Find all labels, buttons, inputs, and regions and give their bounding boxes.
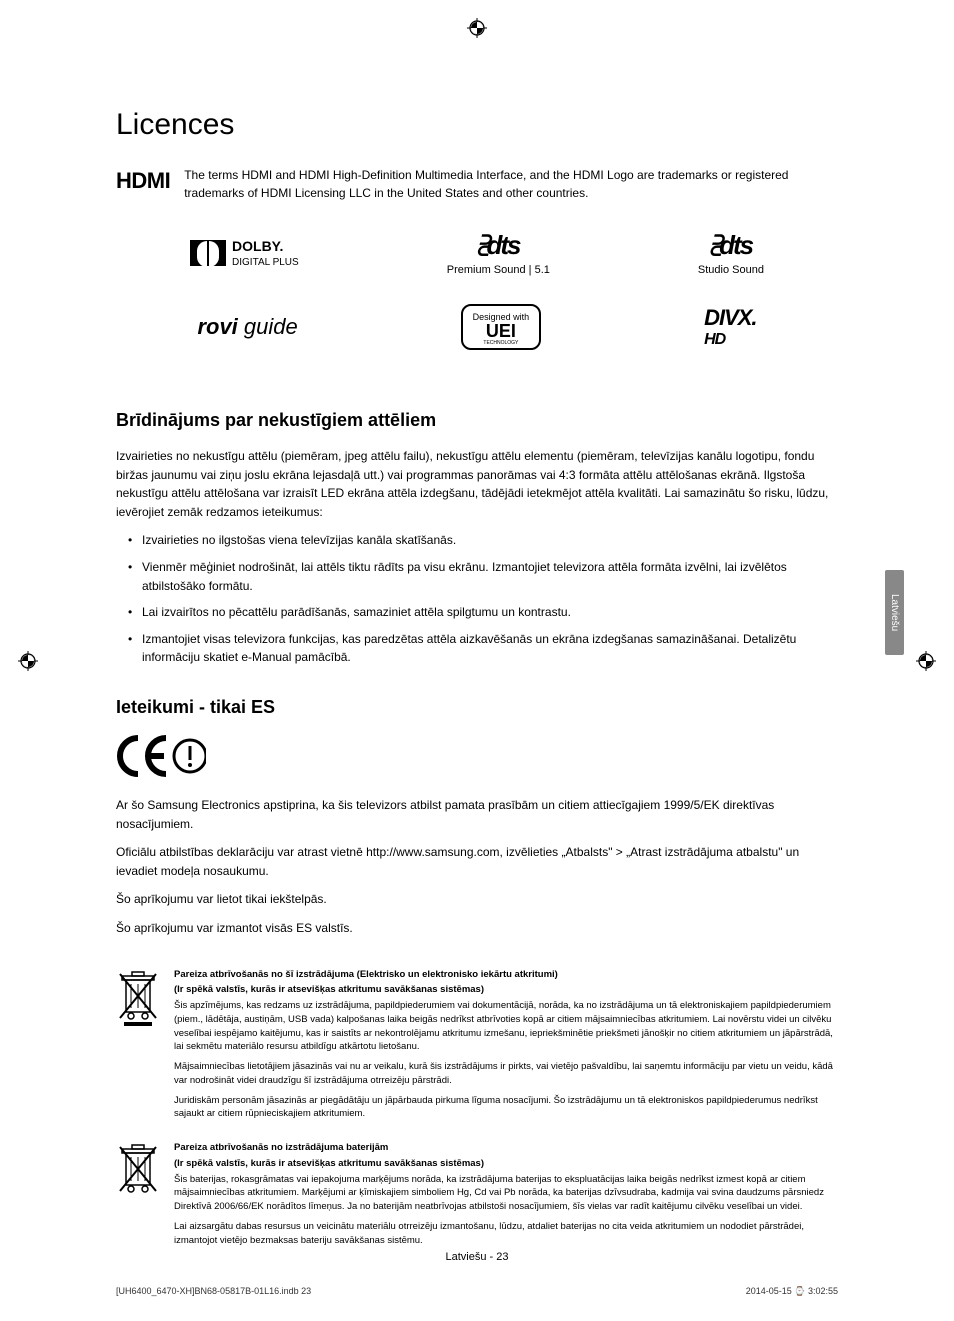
warning-heading: Brīdinājums par nekustīgiem attēliem <box>116 410 838 431</box>
print-job-name: [UH6400_6470-XH]BN68-05817B-01L16.indb 2… <box>116 1286 311 1297</box>
ce-mark-icon <box>116 734 838 778</box>
list-item: Vienmēr mēģiniet nodrošināt, lai attēls … <box>128 558 838 595</box>
registration-mark-icon <box>18 651 38 671</box>
disposal-paragraph: Lai aizsargātu dabas resursus un veicinā… <box>174 1220 838 1248</box>
hdmi-trademark-text: The terms HDMI and HDMI High-Definition … <box>184 166 838 202</box>
dolby-logo: DOLBY.DIGITAL PLUS <box>190 239 299 268</box>
page-number: Latviešu - 23 <box>0 1251 954 1263</box>
disposal-paragraph: Juridiskām personām jāsazinās ar piegādā… <box>174 1094 838 1122</box>
dts-studio-logo: ⫔dtsStudio Sound <box>698 230 764 276</box>
list-item: Izmantojiet visas televizora funkcijas, … <box>128 630 838 667</box>
page-title: Licences <box>116 108 838 142</box>
disposal-paragraph: Mājsaimniecības lietotājiem jāsazinās va… <box>174 1060 838 1088</box>
crossed-bin-icon <box>116 968 160 1033</box>
list-item: Lai izvairītos no pēcattēlu parādīšanās,… <box>128 603 838 622</box>
disposal-subtitle: (Ir spēkā valstīs, kurās ir atsevišķas a… <box>174 1157 838 1171</box>
disposal-weee-block: Pareiza atbrīvošanās no šī izstrādājuma … <box>116 968 838 1128</box>
eu-countries-text: Šo aprīkojumu var izmantot visās ES vals… <box>116 919 838 938</box>
logo-grid: DOLBY.DIGITAL PLUS ⫔dtsPremium Sound | 5… <box>116 230 838 350</box>
recommendations-section: Ieteikumi - tikai ES Ar šo Samsung Elect… <box>116 697 838 938</box>
disposal-title: Pareiza atbrīvošanās no izstrādājuma bat… <box>174 1141 838 1155</box>
language-tab: Latviešu <box>885 570 904 655</box>
divx-hd-logo: DIVX.HD <box>704 305 756 349</box>
disposal-title: Pareiza atbrīvošanās no šī izstrādājuma … <box>174 968 838 982</box>
recommendations-heading: Ieteikumi - tikai ES <box>116 697 838 718</box>
dts-premium-logo: ⫔dtsPremium Sound | 5.1 <box>447 230 550 276</box>
uei-logo: Designed with UEI TECHNOLOGY <box>461 304 542 350</box>
registration-mark-icon <box>467 18 487 38</box>
disposal-paragraph: Šis apzīmējums, kas redzams uz izstrādāj… <box>174 999 838 1054</box>
warning-intro: Izvairieties no nekustīgu attēlu (piemēr… <box>116 447 838 521</box>
indoor-use-text: Šo aprīkojumu var lietot tikai iekštelpā… <box>116 890 838 909</box>
registration-mark-icon <box>916 651 936 671</box>
disposal-battery-block: Pareiza atbrīvošanās no izstrādājuma bat… <box>116 1141 838 1253</box>
disposal-paragraph: Šis baterijas, rokasgrāmatas vai iepakoj… <box>174 1173 838 1214</box>
hdmi-logo: HDMI <box>116 166 170 194</box>
disposal-subtitle: (Ir spēkā valstīs, kurās ir atsevišķas a… <box>174 983 838 997</box>
print-timestamp: 2014-05-15 ⌚ 3:02:55 <box>746 1286 838 1297</box>
declaration-text: Oficiālu atbilstības deklarāciju var atr… <box>116 843 838 880</box>
warning-section: Brīdinājums par nekustīgiem attēliem Izv… <box>116 410 838 667</box>
warning-list: Izvairieties no ilgstošas viena televīzi… <box>116 531 838 667</box>
list-item: Izvairieties no ilgstošas viena televīzi… <box>128 531 838 550</box>
conformity-text: Ar šo Samsung Electronics apstiprina, ka… <box>116 796 838 833</box>
crossed-bin-icon <box>116 1141 160 1206</box>
rovi-guide-logo: rovi guide <box>197 314 297 340</box>
